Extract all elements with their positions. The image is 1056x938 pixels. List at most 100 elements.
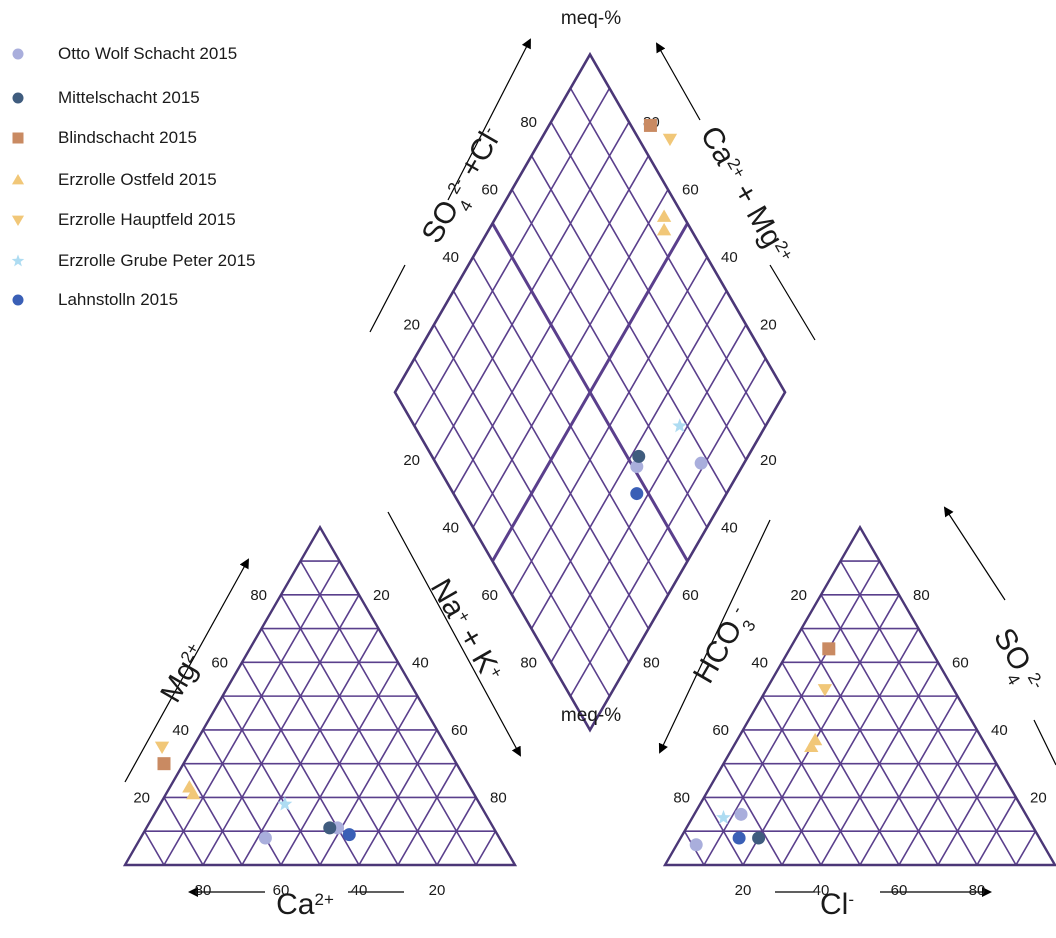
anion-triangle-gridline <box>722 763 783 866</box>
anion-triangle-gridline <box>839 560 1017 866</box>
diamond-gridline <box>530 155 728 494</box>
diamond-gridline <box>413 87 611 427</box>
so4-axis-line <box>1033 719 1056 766</box>
anion-bottom-tick: 20 <box>735 882 752 899</box>
legend-marker-shape <box>12 48 24 60</box>
legend-item: Erzrolle Ostfeld 2015 <box>8 170 328 190</box>
anion-right-tick: 20 <box>1030 789 1047 806</box>
cation-triangle-gridline <box>221 695 321 866</box>
anion-data-point <box>716 809 731 825</box>
anion-left-tick: 80 <box>673 789 690 806</box>
legend-label: Mittelschacht 2015 <box>58 88 200 107</box>
anion-right-tick: 40 <box>991 722 1008 739</box>
diamond-lower-right-tick: 40 <box>721 519 738 536</box>
cation-bottom-tick: 40 <box>351 882 368 899</box>
diamond-upper-left-tick: 60 <box>481 182 498 199</box>
legend-label: Erzrolle Ostfeld 2015 <box>58 170 217 189</box>
anion-left-tick: 20 <box>790 587 807 604</box>
legend-marker-circle-icon <box>12 294 24 306</box>
anion-triangle-gridline <box>800 628 939 866</box>
legend-label: Otto Wolf Schacht 2015 <box>58 44 238 63</box>
so4-cl-axis-arrow <box>447 38 531 201</box>
cation-triangle-gridline <box>475 830 497 866</box>
legend-marker-shape <box>12 132 24 144</box>
diamond-upper-right-tick: 40 <box>721 249 738 266</box>
so4-axis-title: SO42- <box>981 623 1049 702</box>
anion-data-point <box>822 642 836 656</box>
diamond-data-point <box>630 487 644 501</box>
anion-data-point <box>817 684 833 697</box>
legend-item: Erzrolle Hauptfeld 2015 <box>8 210 328 230</box>
anion-triangle-gridline <box>937 763 998 866</box>
tick-labels: 80 60 40 20 20 40 60 80 20 40 60 80 20 40 60 80 80 60 40 20… <box>133 114 1046 899</box>
diamond-upper-left-tick: 80 <box>520 114 537 131</box>
anion-left-tick: 40 <box>751 654 768 671</box>
anion-data-point <box>734 807 748 821</box>
legend-marker-square-icon <box>12 132 24 144</box>
anion-triangle-gridline <box>703 560 881 866</box>
diamond-gridline <box>491 222 689 562</box>
cation-data-point <box>182 780 197 793</box>
diamond-gridline <box>433 121 630 461</box>
anion-triangle-gridline <box>703 797 744 866</box>
mg-axis-arrow <box>124 558 249 783</box>
cation-left-tick: 40 <box>172 722 189 739</box>
diamond-data-point <box>694 456 708 470</box>
cation-right-tick: 40 <box>412 654 429 671</box>
diamond-data-point <box>656 209 672 222</box>
diamond-upper-left-tick: 20 <box>403 317 420 334</box>
anion-bottom-tick: 60 <box>891 882 908 899</box>
legend-label: Lahnstolln 2015 <box>58 290 179 309</box>
cation-triangle-gridline <box>163 560 341 866</box>
anion-triangle-gridline <box>742 729 822 866</box>
cation-data-point <box>258 831 272 845</box>
legend-marker-circle-icon <box>12 48 24 60</box>
cation-left-tick: 60 <box>211 654 228 671</box>
cation-triangle-gridline <box>182 763 243 866</box>
ca-mg-axis-line <box>769 264 816 341</box>
legend-marker-shape <box>11 215 25 227</box>
legend-label: Blindschacht 2015 <box>58 128 197 147</box>
meq-label-bottom: meq-% <box>561 705 621 726</box>
anion-bottom-tick: 40 <box>813 882 830 899</box>
so4-axis-arrow <box>943 506 1006 601</box>
legend-item: Erzrolle Grube Peter 2015 <box>8 251 328 271</box>
cation-bottom-tick: 20 <box>429 882 446 899</box>
cl-axis-title: Cl- <box>820 888 854 921</box>
legend-marker-shape <box>11 254 25 267</box>
anion-triangle-gridline <box>1015 830 1037 866</box>
legend-item: Otto Wolf Schacht 2015 <box>8 44 328 64</box>
legend-item: Mittelschacht 2015 <box>8 88 328 108</box>
cation-left-tick: 80 <box>250 587 267 604</box>
na-k-axis-arrow <box>387 511 521 757</box>
ca-mg-axis-title: Ca2+ + Mg2+ <box>694 121 799 270</box>
cation-triangle-gridline <box>299 560 477 866</box>
diamond-data-point <box>672 418 688 433</box>
legend-marker-star-icon <box>11 254 25 267</box>
hco3-axis-arrow <box>658 519 771 754</box>
anion-data-point <box>808 732 823 746</box>
anion-data-point <box>804 739 819 752</box>
cation-triangle-border <box>122 524 518 867</box>
cation-triangle-gridline <box>319 695 419 866</box>
diamond-gridline <box>511 189 708 528</box>
anion-data-point <box>752 831 766 845</box>
diamond-gridline <box>452 155 650 494</box>
cation-data-point <box>323 821 337 835</box>
diamond-lower-left-tick: 20 <box>403 452 420 469</box>
anion-left-tick: 60 <box>712 722 729 739</box>
mg-axis-title: Mg2+ <box>154 638 213 707</box>
diamond-gridline <box>550 121 747 461</box>
diamond-lower-left-tick: 80 <box>520 654 537 671</box>
anion-data-point <box>689 838 703 852</box>
diamond-border <box>393 51 787 733</box>
cation-data-point <box>154 741 170 754</box>
cation-data-point <box>186 786 201 800</box>
anion-right-tick: 60 <box>952 654 969 671</box>
cation-right-tick: 20 <box>373 587 390 604</box>
ca-axis-title: Ca2+ <box>276 888 334 921</box>
anion-triangle-gridline <box>781 628 920 866</box>
anion-triangle-border <box>662 524 1056 867</box>
cation-bottom-tick: 80 <box>195 882 212 899</box>
legend-marker-shape <box>12 294 24 306</box>
